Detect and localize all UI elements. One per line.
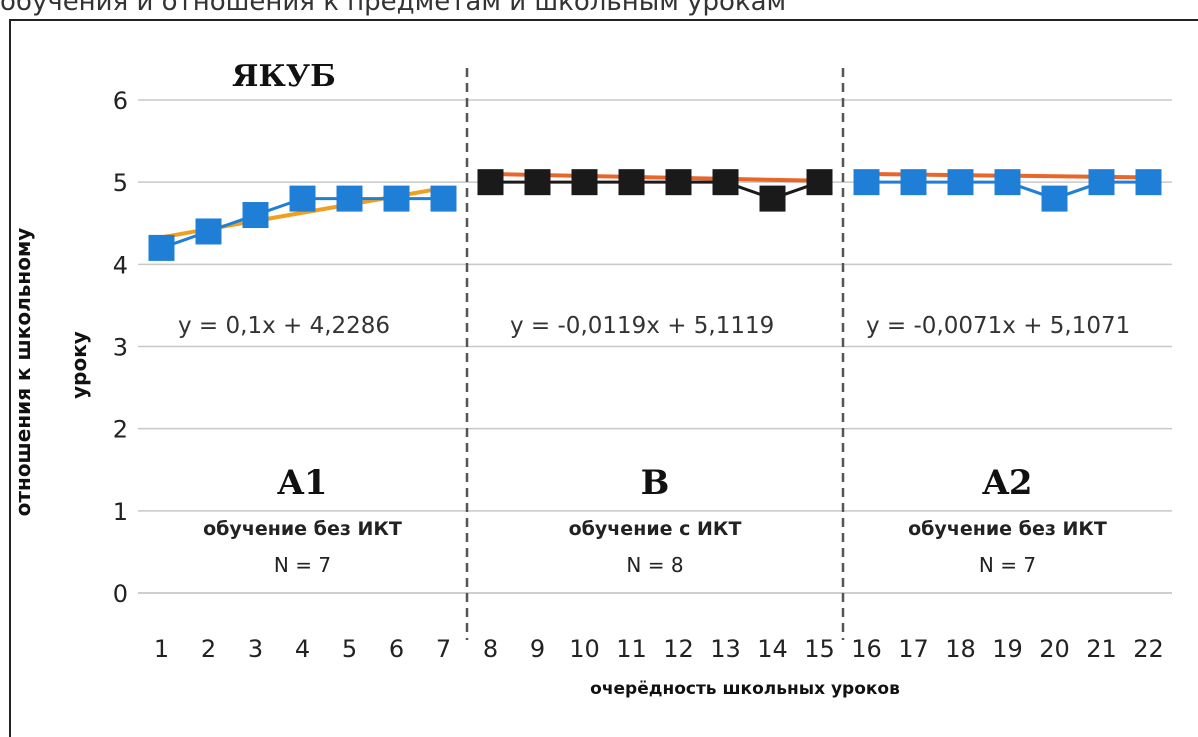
phase-dividers: [465, 68, 845, 640]
y-tick-0: 0: [113, 580, 128, 608]
x-tick-3: 3: [248, 635, 263, 663]
phase-n-A2: N = 7: [979, 553, 1036, 577]
data-point-A1-1: [148, 234, 175, 261]
data-point-A1-5: [336, 185, 363, 212]
x-tick-19: 19: [992, 635, 1023, 663]
data-point-A2-20: [1041, 185, 1068, 212]
y-tick-5: 5: [113, 169, 128, 197]
y-axis-label-line2: уроку: [67, 331, 91, 399]
y-tick-4: 4: [113, 251, 128, 279]
y-tick-3: 3: [113, 334, 128, 362]
phase-description-A2: обучение без ИКТ: [908, 518, 1107, 540]
y-axis-label: отношения к школьному: [11, 228, 35, 517]
trend-equation-A1: y = 0,1x + 4,2286: [178, 313, 390, 339]
x-tick-11: 11: [616, 635, 647, 663]
data-point-B-14: [759, 185, 786, 212]
data-point-B-15: [806, 169, 833, 196]
data-point-A2-21: [1088, 169, 1115, 196]
x-tick-20: 20: [1039, 635, 1070, 663]
data-point-A2-17: [900, 169, 927, 196]
data-point-A2-22: [1135, 169, 1162, 196]
data-point-A2-19: [994, 169, 1021, 196]
x-tick-4: 4: [295, 635, 310, 663]
phase-description-B: обучение с ИКТ: [569, 518, 742, 540]
top-caption: обучения и отношения к предметам и школь…: [0, 0, 786, 17]
data-point-A2-18: [947, 169, 974, 196]
y-tick-labels: 0 1 2 3 4 5 6: [113, 87, 128, 608]
x-tick-17: 17: [898, 635, 929, 663]
phase-label-A1: A1: [276, 463, 327, 503]
trend-equation-A2: y = -0,0071x + 5,1071: [866, 313, 1130, 339]
x-tick-21: 21: [1086, 635, 1117, 663]
x-tick-1: 1: [154, 635, 169, 663]
phase-label-A2: A2: [981, 463, 1032, 503]
x-tick-10: 10: [569, 635, 600, 663]
data-point-A1-4: [289, 185, 316, 212]
y-tick-1: 1: [113, 498, 128, 526]
trend-equation-B: y = -0,0119x + 5,1119: [510, 313, 774, 339]
phase-n-B: N = 8: [626, 553, 683, 577]
y-axis-label-line1: отношения к школьному: [11, 228, 35, 517]
x-tick-7: 7: [436, 635, 451, 663]
data-point-B-8: [477, 169, 504, 196]
x-tick-15: 15: [804, 635, 835, 663]
y-tick-2: 2: [113, 416, 128, 444]
x-tick-5: 5: [342, 635, 357, 663]
data-series: [148, 169, 1162, 261]
y-tick-6: 6: [113, 87, 128, 115]
x-axis-label: очерёдность школьных уроков: [590, 679, 900, 699]
chart-frame: [9, 19, 1198, 737]
x-tick-12: 12: [663, 635, 694, 663]
chart-title: ЯКУБ: [232, 59, 336, 94]
x-tick-6: 6: [389, 635, 404, 663]
data-point-B-9: [524, 169, 551, 196]
x-tick-labels: 1 2 3 4 5 6 7 8 9 10 11 12 13 14 15 16 17 18 19 20 21 22: [154, 635, 1164, 663]
data-point-B-10: [571, 169, 598, 196]
data-point-A1-2: [195, 218, 222, 245]
phase-description-A1: обучение без ИКТ: [203, 518, 402, 540]
x-tick-9: 9: [530, 635, 545, 663]
trend-equations: y = 0,1x + 4,2286 y = -0,0119x + 5,1119 y …: [178, 313, 1130, 339]
phase-label-B: B: [641, 463, 670, 503]
data-point-A2-16: [853, 169, 880, 196]
x-tick-14: 14: [757, 635, 788, 663]
y-axis-label-2: уроку: [67, 331, 91, 399]
x-tick-2: 2: [201, 635, 216, 663]
x-tick-22: 22: [1133, 635, 1164, 663]
data-point-A1-7: [430, 185, 457, 212]
data-point-B-13: [712, 169, 739, 196]
data-point-B-12: [665, 169, 692, 196]
data-point-A1-3: [242, 202, 269, 229]
data-point-B-11: [618, 169, 645, 196]
x-tick-16: 16: [851, 635, 882, 663]
x-tick-8: 8: [483, 635, 498, 663]
x-tick-13: 13: [710, 635, 741, 663]
phase-n-A1: N = 7: [274, 553, 331, 577]
x-tick-18: 18: [945, 635, 976, 663]
data-point-A1-6: [383, 185, 410, 212]
